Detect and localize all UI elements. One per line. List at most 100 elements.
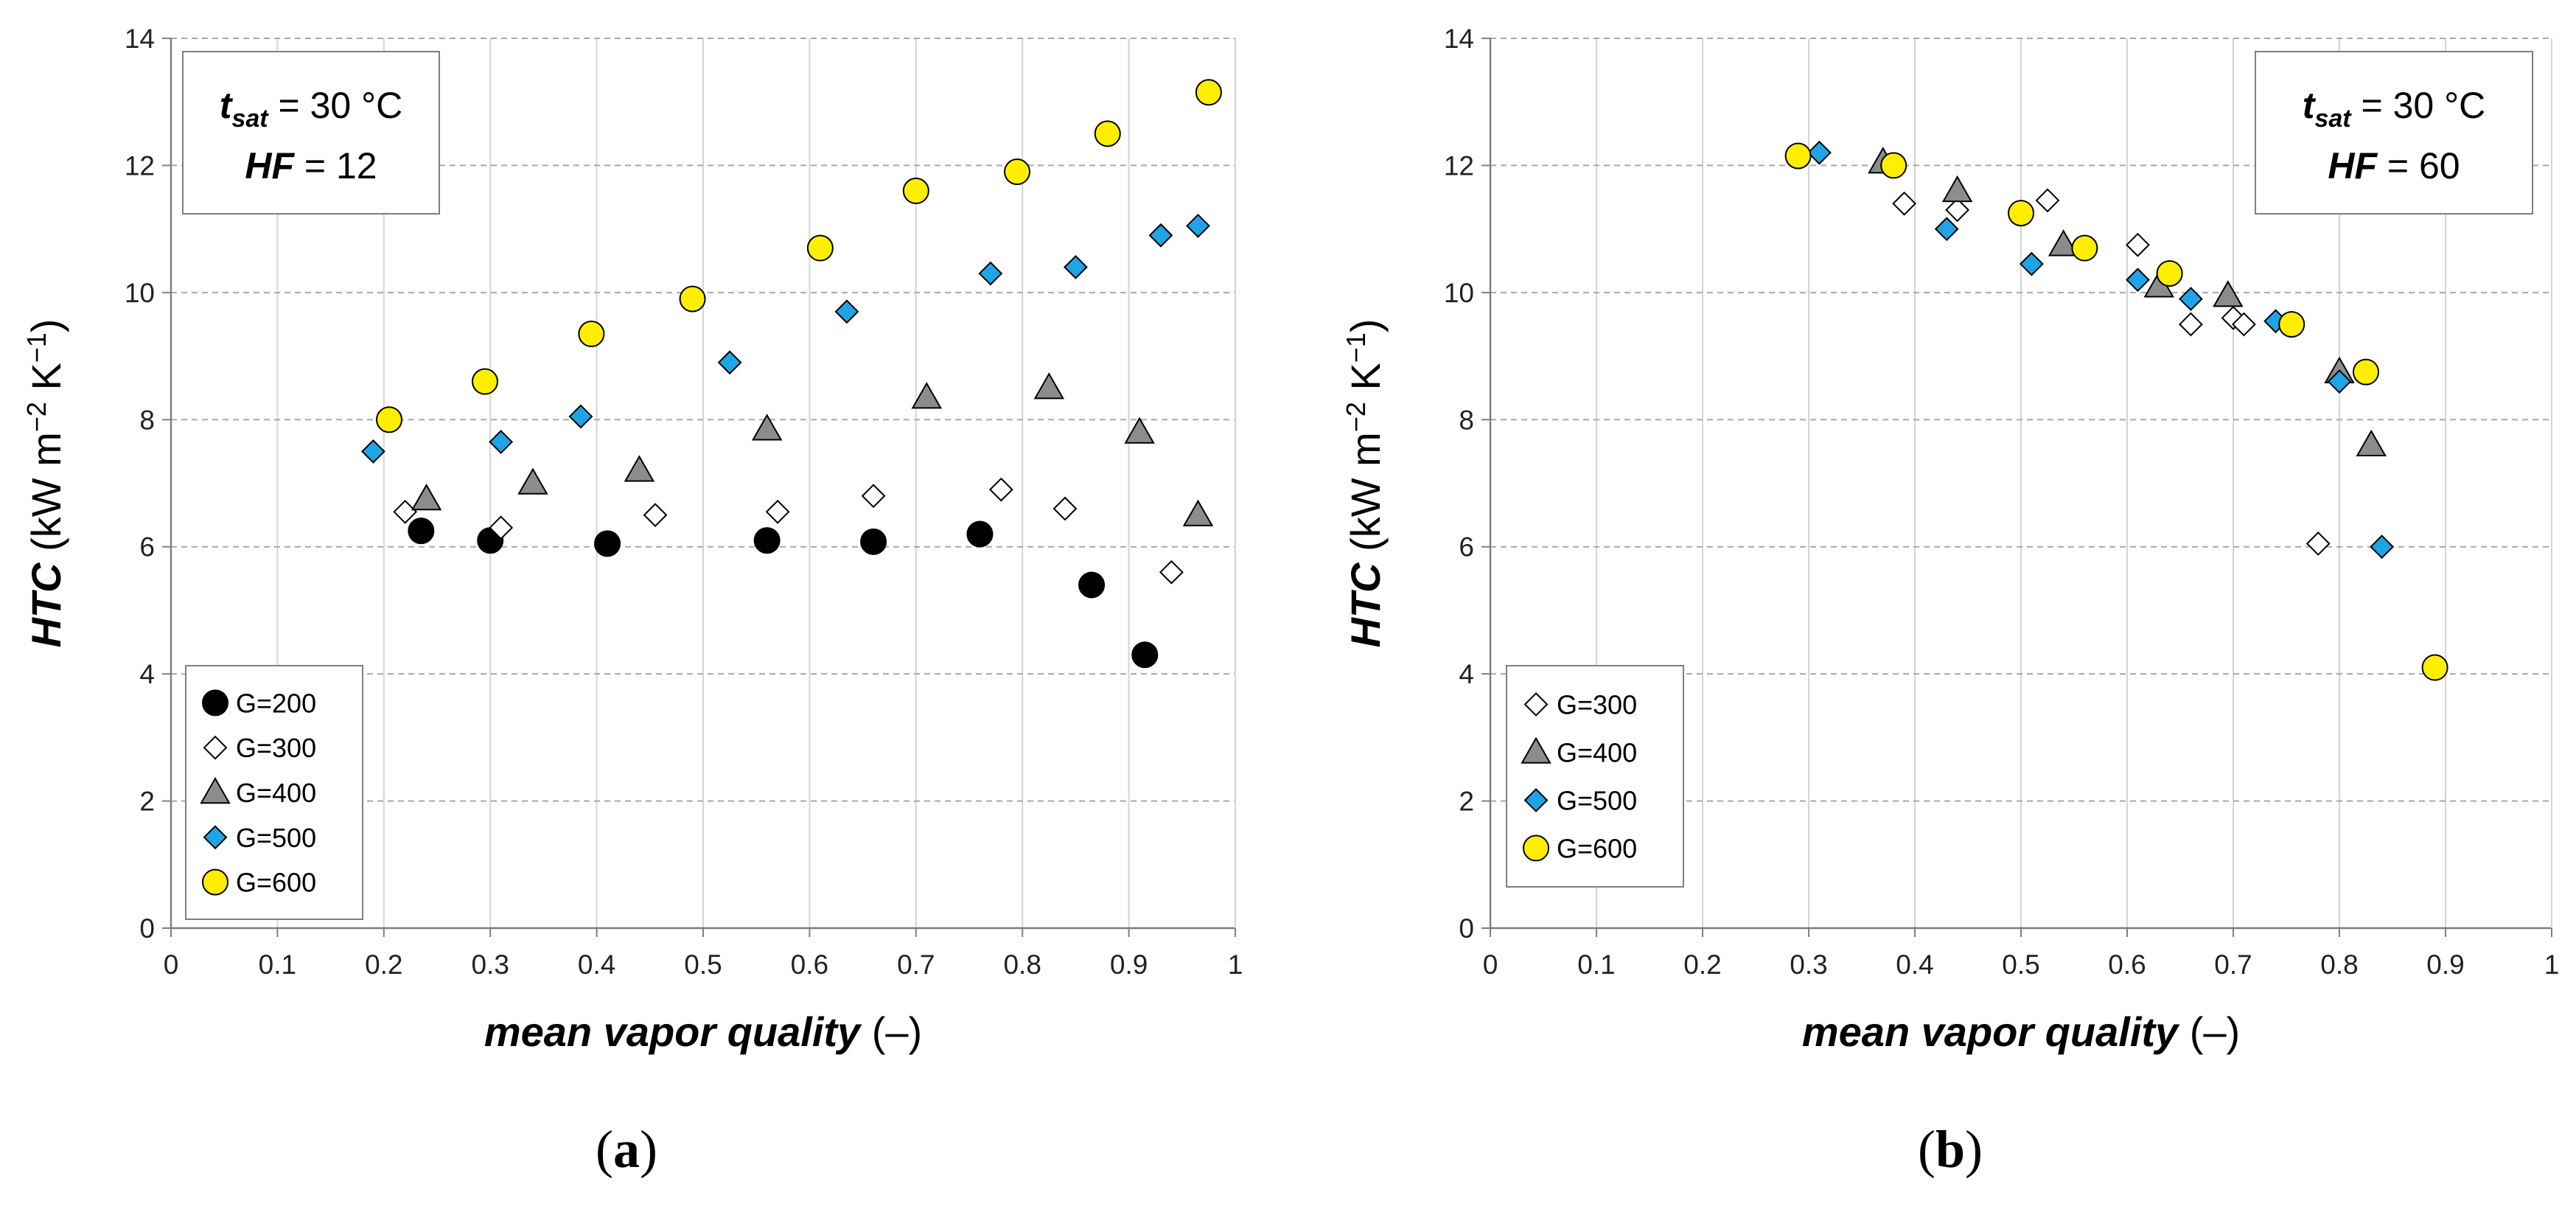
panel-b-y-tick-label: 8 <box>1459 405 1474 435</box>
panel-a-y-tick-label: 0 <box>139 913 155 944</box>
panel-a-y-tick-label: 14 <box>125 24 155 54</box>
panel-b-series-g300 <box>1892 188 2331 556</box>
panel-b-point-g400 <box>2048 229 2079 257</box>
panel-a-point-g400 <box>517 467 548 495</box>
panel-b-x-tick-label: 0.2 <box>1683 950 1721 980</box>
panel-b-point-g500 <box>2178 287 2203 311</box>
panel-a-series-g200 <box>408 518 1159 669</box>
panel-b-x-axis-title-text: mean vapor quality <box>1802 1008 2180 1055</box>
panel-a-point-g400 <box>911 382 942 409</box>
panel-b-point-g600 <box>1880 152 1907 179</box>
panel-a-y-tick-label: 12 <box>125 150 155 181</box>
panel-a-y-axis-title-unit: ) <box>23 318 69 332</box>
panel-a-point-g600 <box>902 177 929 204</box>
panel-a-y-axis-title-exp: −1 <box>21 332 52 363</box>
panel-b-point-g600 <box>2421 654 2448 681</box>
panel-a-y-axis-title-exp: −2 <box>21 402 52 432</box>
panel-a-point-g300 <box>1053 496 1078 521</box>
panel-b-annotation-line1: tsat = 30 °C <box>2303 85 2485 133</box>
panel-a-point-g300 <box>393 499 418 524</box>
panel-b-legend-label-g600: G=600 <box>1557 834 1637 864</box>
panel-b-point-g300 <box>2306 531 2331 556</box>
panel-a-point-g500 <box>489 430 514 454</box>
panel-a-point-g400 <box>411 484 442 511</box>
panel-b-annotation-value: = 60 <box>2377 145 2460 187</box>
panel-b-x-axis-title-unit: (–) <box>2178 1008 2240 1055</box>
panel-a-annotation-box <box>182 51 440 215</box>
panel-b-y-tick-label: 6 <box>1459 532 1474 562</box>
panel-b-y-axis-title: HTC (kW m−2 K−1) <box>1341 318 1389 647</box>
panel-b-point-g500 <box>1934 217 1959 242</box>
panel-a-legend-label-g400: G=400 <box>236 778 316 808</box>
panel-a-x-tick-label: 0.4 <box>578 950 615 980</box>
panel-a-annotation-value: = 30 °C <box>268 85 403 126</box>
panel-a-point-g300 <box>988 477 1013 502</box>
panel-b-point-g500 <box>2125 268 2150 293</box>
panel-a-x-axis-title-text: mean vapor quality <box>484 1008 862 1055</box>
panel-a-x-tick-label: 0.5 <box>684 950 722 980</box>
panel-a-point-g200 <box>1131 641 1159 669</box>
panel-b-y-axis-title-unit: ) <box>1342 318 1389 332</box>
panel-b-point-g600 <box>2353 358 2379 386</box>
panel-a-point-g200 <box>753 527 781 554</box>
panel-a-point-g200 <box>594 530 621 557</box>
panel-b-point-g300 <box>1892 191 1917 216</box>
panel-a-y-axis-title-unit: (kW m <box>23 432 69 562</box>
panel-a-legend-marker-g200 <box>202 689 228 717</box>
panel-a-y-tick-label: 6 <box>139 532 155 562</box>
panel-a-x-tick-label: 0.6 <box>791 950 828 980</box>
panel-a-point-g300 <box>1159 560 1184 585</box>
panel-b-x-tick-label: 0.4 <box>1896 950 1933 980</box>
panel-a-point-g400 <box>624 455 655 482</box>
panel-b-x-tick-label: 0.3 <box>1790 950 1827 980</box>
panel-a-x-tick-label: 1 <box>1228 950 1243 980</box>
panel-a-legend-label-g600: G=600 <box>236 868 316 898</box>
panel-b-point-g600 <box>2278 310 2306 338</box>
panel-a-legend-label-g300: G=300 <box>236 733 316 763</box>
panel-a-point-g300 <box>643 503 668 528</box>
panel-a-point-g200 <box>408 518 435 545</box>
panel-b-annotation-subscript: sat <box>2314 105 2352 133</box>
panel-a-annotation-line1: tsat = 30 °C <box>220 85 402 133</box>
panel-b-legend-label-g500: G=500 <box>1557 786 1637 816</box>
panel-a-point-g500 <box>978 261 1003 286</box>
panel-a-point-g600 <box>578 320 605 347</box>
panel-a-x-tick-label: 0.8 <box>1003 950 1041 980</box>
panel-b-x-tick-label: 0.8 <box>2320 950 2358 980</box>
panel-b-y-axis-title-exp: −2 <box>1341 402 1371 432</box>
panel-a-series-g300 <box>393 477 1184 585</box>
panel-b-x-tick-label: 0.5 <box>2002 950 2039 980</box>
panel-a-series-g500 <box>360 213 1210 464</box>
panel-a-x-tick-label: 0.3 <box>471 950 509 980</box>
panel-b-point-g300 <box>2125 232 2150 257</box>
panel-b-point-g400 <box>2356 429 2387 457</box>
panel-b-x-tick-label: 0.7 <box>2214 950 2252 980</box>
panel-a-legend-marker-g500 <box>203 825 228 850</box>
panel-a-point-g200 <box>966 520 994 548</box>
panel-a-annotation-value: = 12 <box>294 145 377 187</box>
panel-a-legend-label-g500: G=500 <box>236 823 316 853</box>
panel-b-point-g600 <box>2008 200 2034 227</box>
panel-b-chart: 0 0.1 0.2 0.3 0.4 0.5 0.6 0.7 0.8 0.9 102468101214… <box>1341 24 2559 1055</box>
panel-b-legend-label-g300: G=300 <box>1557 690 1637 720</box>
panel-b-y-axis-title-exp: −1 <box>1341 332 1371 363</box>
panel-a-annotation-var: HF <box>245 145 295 187</box>
panel-a-point-g500 <box>568 404 593 429</box>
panel-a-x-axis-title: mean vapor quality (–) <box>484 1008 922 1055</box>
panel-b-point-g500 <box>2019 251 2044 276</box>
panel-b-point-g600 <box>2156 259 2183 287</box>
panel-b-point-g300 <box>1945 198 1970 223</box>
panel-a-y-tick-label: 2 <box>139 787 155 817</box>
panel-a-series-g600 <box>376 79 1222 433</box>
panel-a-point-g500 <box>1186 213 1210 238</box>
panel-b-y-axis-title-text: HTC <box>1342 562 1389 648</box>
panel-b-annotation-var: t <box>2303 85 2317 126</box>
panel-a-y-axis-title-text: HTC <box>23 562 69 648</box>
panel-b-point-g300 <box>2035 188 2060 213</box>
panel-a-point-g600 <box>376 406 403 433</box>
panel-b-legend-marker-g400 <box>1521 736 1551 764</box>
panel-a-annotation-subscript: sat <box>231 105 269 133</box>
panel-a-x-tick-label: 0.9 <box>1110 950 1148 980</box>
panel-b-y-tick-label: 10 <box>1444 278 1474 308</box>
panel-a-x-tick-label: 0.2 <box>365 950 402 980</box>
